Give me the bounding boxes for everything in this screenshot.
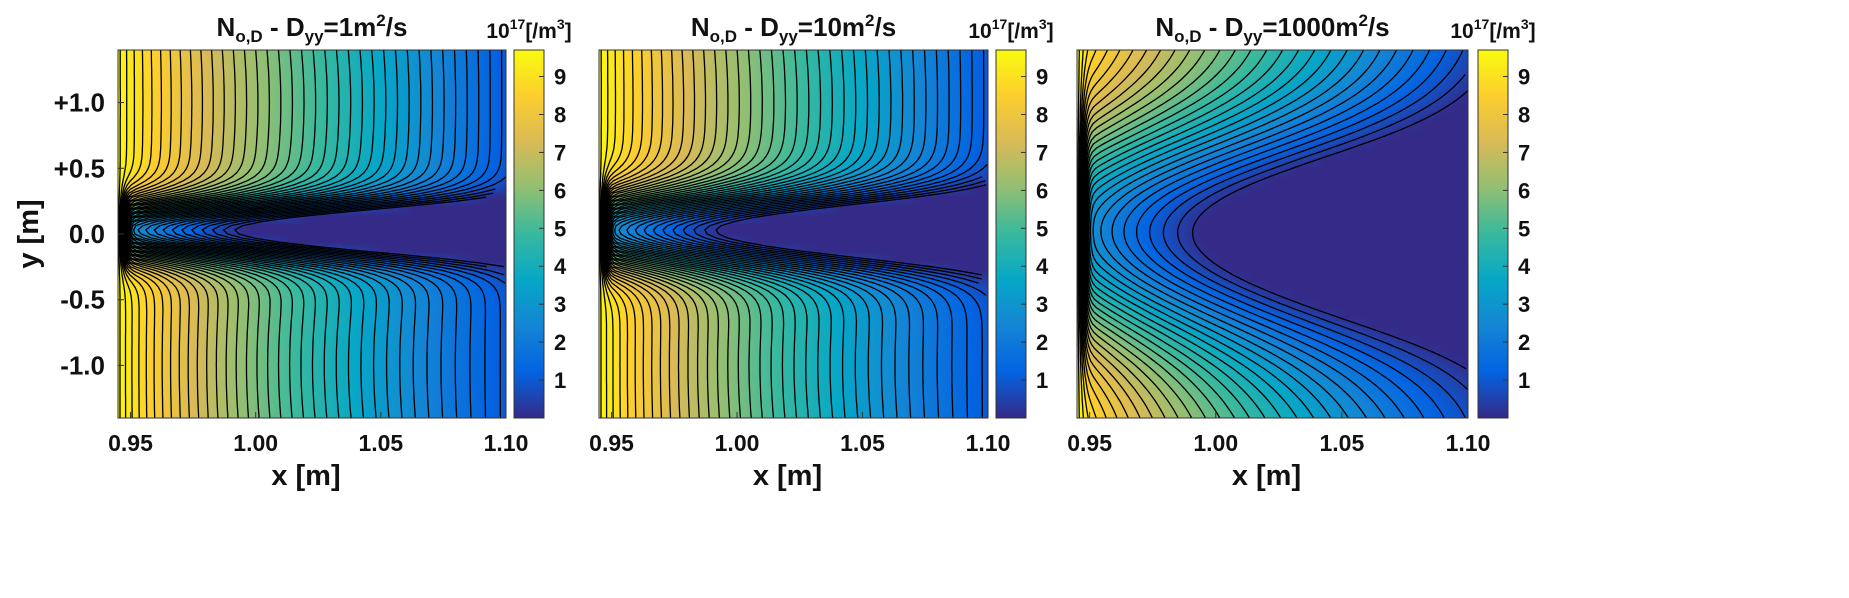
figure-svg: No,D - Dyy=1m2/s0.951.001.051.10x [m]+1.… (0, 0, 1849, 593)
figure: No,D - Dyy=1m2/s0.951.001.051.10x [m]+1.… (0, 0, 1849, 593)
